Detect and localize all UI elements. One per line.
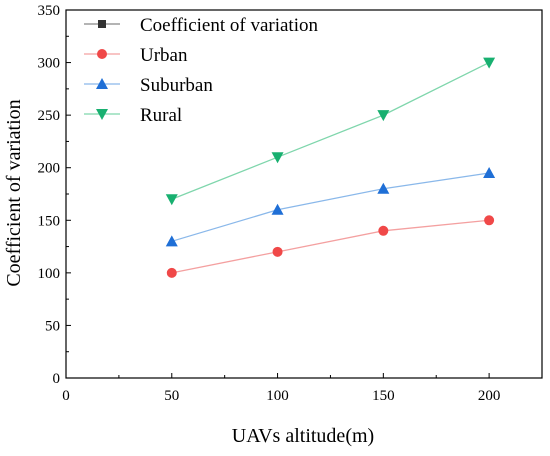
- suburban-data-point: [377, 182, 390, 194]
- legend-label-header: Coefficient of variation: [140, 15, 318, 36]
- legend-label-rural: Rural: [140, 105, 182, 126]
- legend: Coefficient of variation Urban Suburban Rur…: [84, 15, 318, 126]
- rural-series-line: [171, 61, 490, 200]
- urban-data-point: [272, 246, 283, 257]
- suburban-data-point: [271, 203, 284, 215]
- axis-ticks: 0 50 100 150 200 0 50 100 150 200 250 300 350: [38, 3, 501, 404]
- y-tick-label: 200: [38, 161, 61, 177]
- x-axis-title: UAVs altitude(m): [232, 425, 374, 447]
- suburban-data-point: [165, 235, 178, 247]
- y-tick-label: 100: [38, 266, 61, 282]
- suburban-data-point: [483, 166, 496, 178]
- y-tick-label: 0: [53, 371, 61, 387]
- x-tick-label: 200: [478, 388, 501, 404]
- legend-marker-suburban: [96, 78, 108, 89]
- x-tick-label: 100: [266, 388, 289, 404]
- legend-marker-header: [98, 20, 106, 28]
- legend-marker-urban: [97, 49, 107, 59]
- y-tick-label: 50: [45, 318, 60, 334]
- y-tick-label: 250: [38, 108, 61, 124]
- x-tick-label: 50: [164, 388, 179, 404]
- x-tick-label: 0: [62, 388, 70, 404]
- y-tick-label: 150: [38, 213, 61, 229]
- rural-data-point: [271, 152, 284, 164]
- plot-frame: [65, 9, 543, 379]
- y-axis-title: Coefficient of variation: [3, 99, 25, 286]
- legend-label-urban: Urban: [140, 45, 188, 66]
- plot-border: [65, 9, 543, 379]
- rural-data-point: [483, 57, 496, 69]
- x-tick-label: 150: [372, 388, 395, 404]
- urban-data-point: [166, 267, 177, 278]
- urban-series-line: [171, 219, 490, 274]
- series-group: [165, 57, 496, 278]
- y-tick-label: 300: [38, 56, 61, 72]
- urban-data-point: [484, 215, 495, 226]
- legend-marker-rural: [96, 109, 108, 120]
- rural-data-point: [165, 194, 178, 206]
- y-tick-label: 350: [38, 3, 61, 19]
- legend-label-suburban: Suburban: [140, 75, 213, 96]
- suburban-series-line: [171, 172, 490, 242]
- rural-data-point: [377, 110, 390, 122]
- urban-data-point: [378, 225, 389, 236]
